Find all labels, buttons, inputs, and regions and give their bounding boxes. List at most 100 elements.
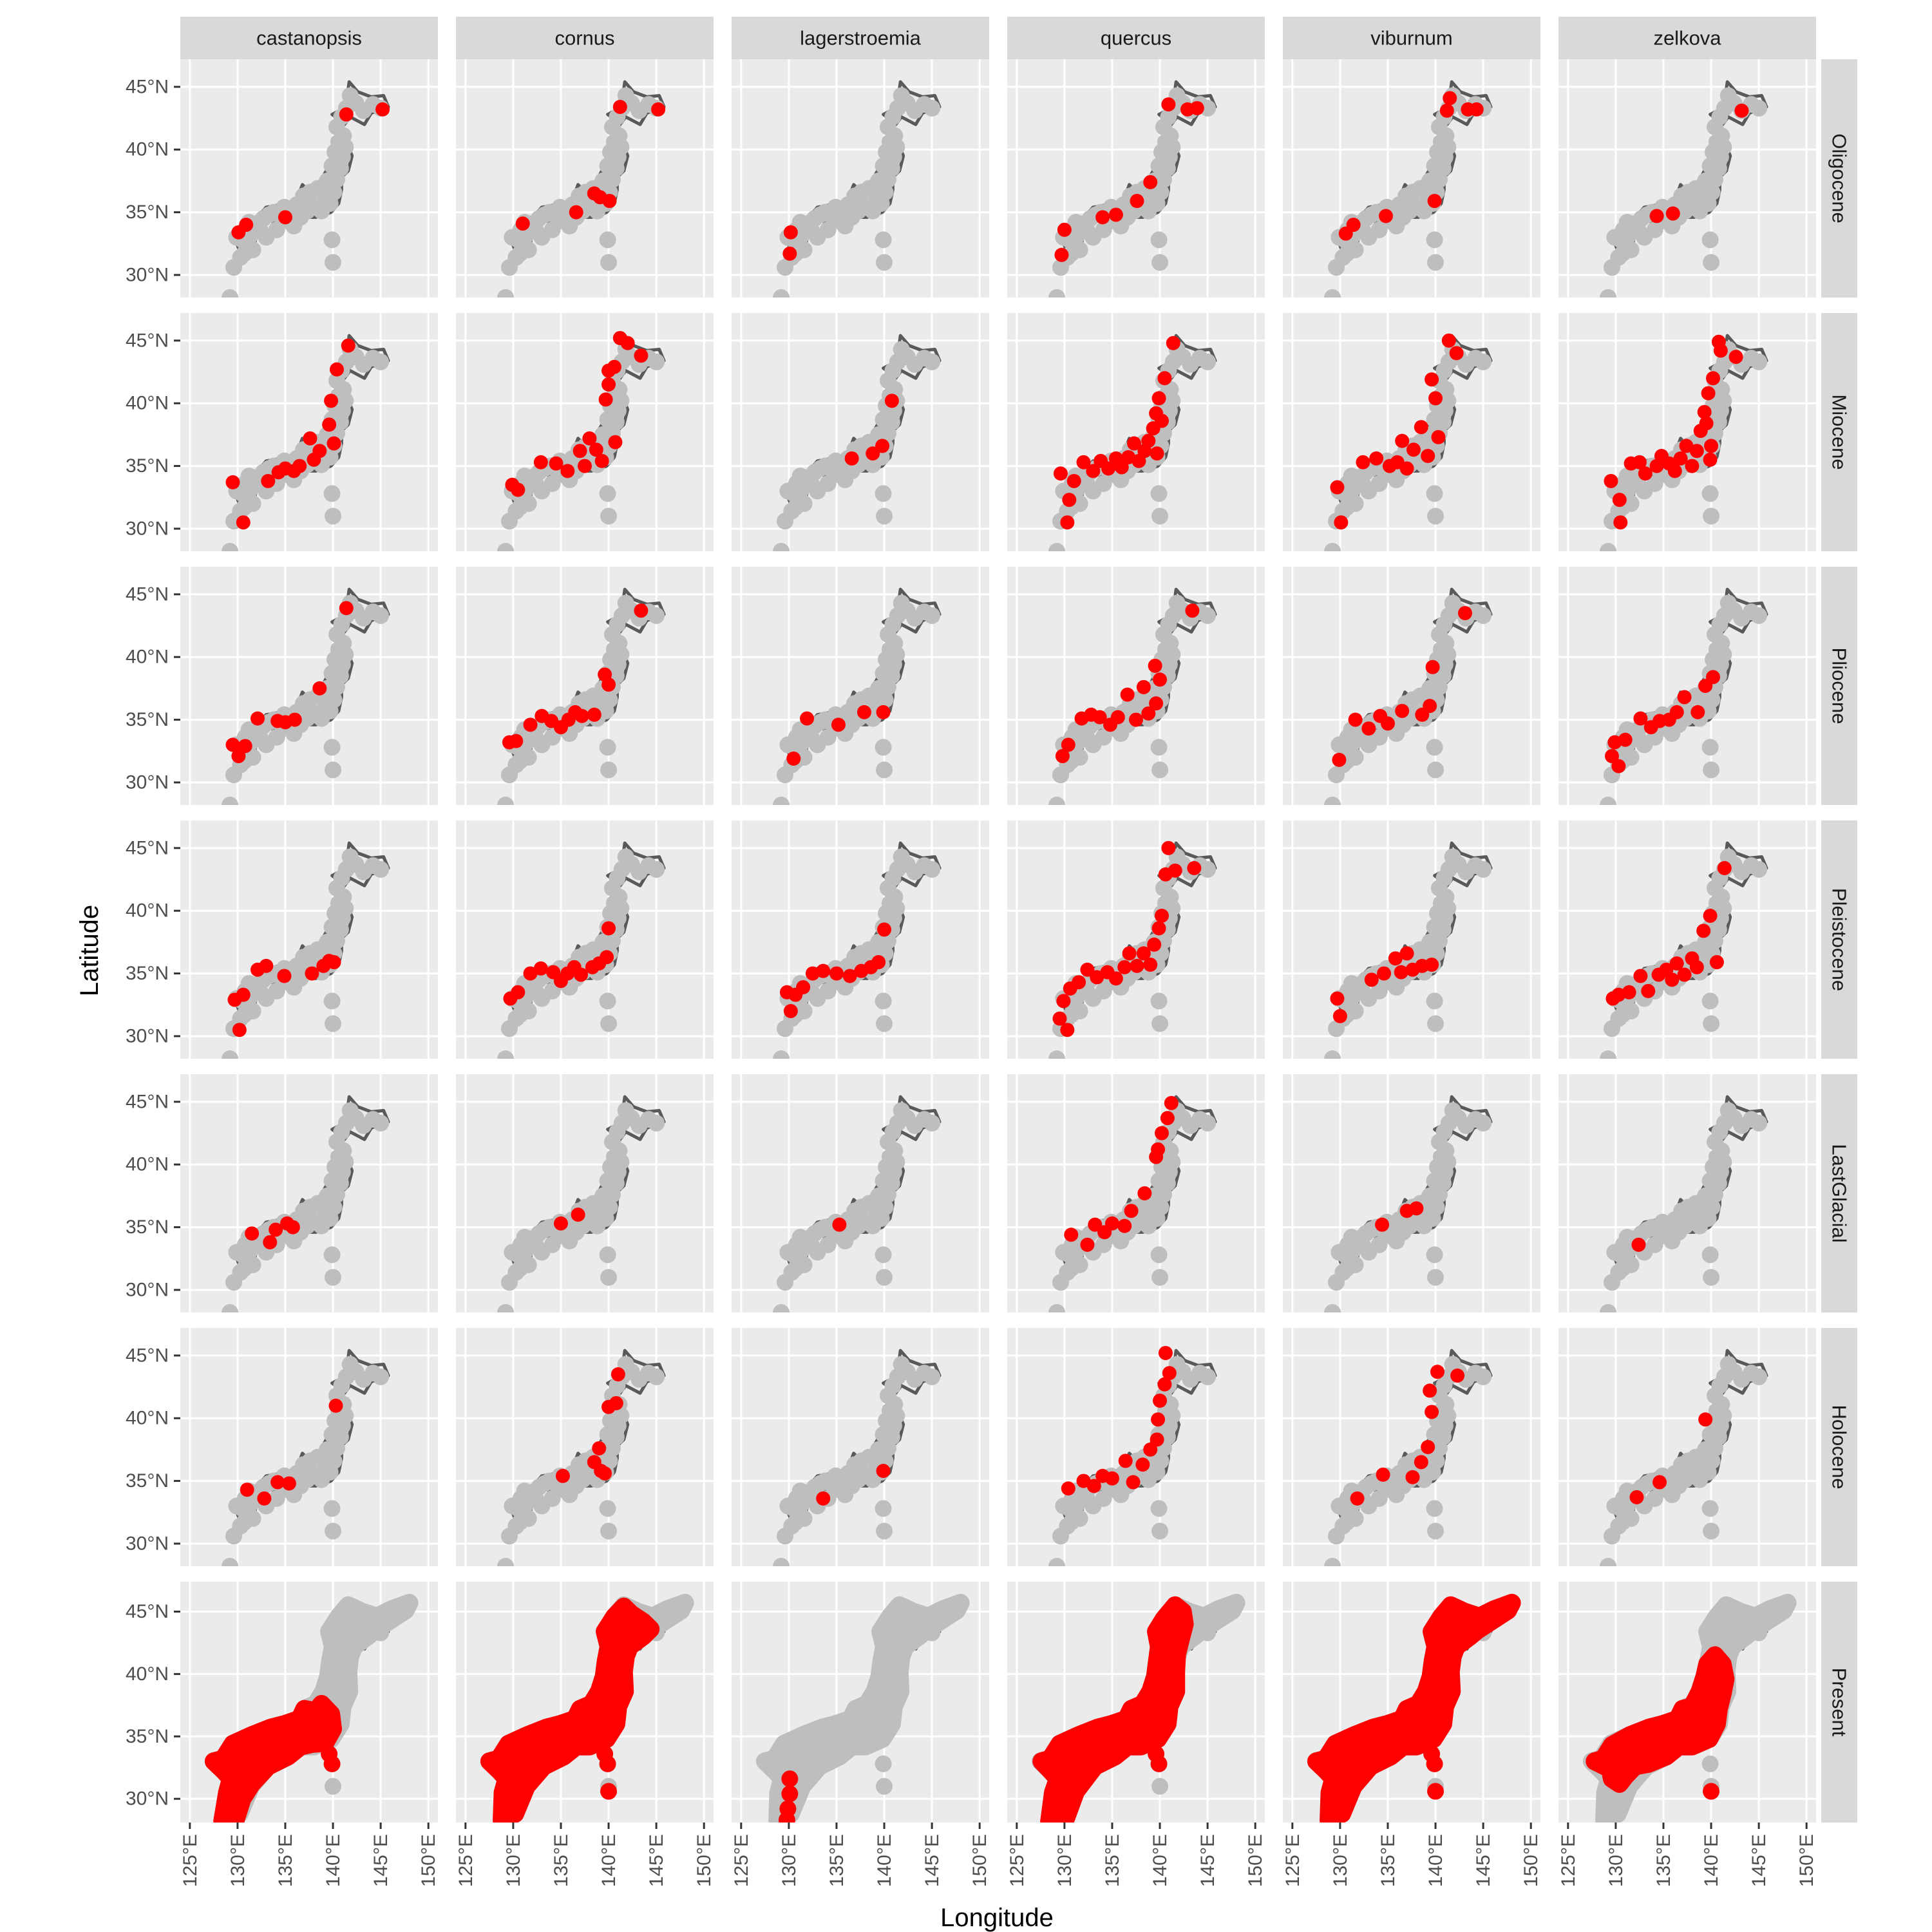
fossil-site <box>1406 442 1421 457</box>
background-site <box>1095 982 1112 999</box>
fossil-site <box>573 444 587 459</box>
x-tick-label: 150°E <box>418 1834 439 1887</box>
background-site <box>601 1452 618 1470</box>
panel-quercus-holocene <box>1007 1328 1265 1566</box>
present-site <box>781 1770 799 1788</box>
background-site <box>1324 1050 1341 1059</box>
present-site <box>596 1745 614 1763</box>
fossil-site <box>602 194 617 209</box>
x-tick-label: 145°E <box>1197 1834 1218 1887</box>
background-site <box>1370 475 1388 492</box>
panel-zelkova-miocene <box>1558 313 1816 551</box>
background-site <box>1703 184 1721 201</box>
row-strip-background <box>1821 567 1857 805</box>
y-tick-label: 45°N <box>126 1345 169 1366</box>
panel-background <box>456 1074 714 1312</box>
fossil-site <box>1633 711 1648 726</box>
fossil-site <box>1685 459 1700 473</box>
background-site <box>648 1114 665 1132</box>
background-site <box>795 495 813 512</box>
y-tick-label: 35°N <box>126 455 169 477</box>
background-site <box>325 1777 342 1795</box>
fossil-site <box>322 417 337 432</box>
background-site <box>1071 1256 1088 1273</box>
panel-background <box>1007 313 1265 551</box>
background-site <box>1048 1304 1066 1312</box>
background-site <box>1150 739 1168 756</box>
fossil-site <box>1164 1095 1179 1110</box>
background-site <box>1324 289 1341 298</box>
background-site <box>268 728 285 746</box>
background-site <box>773 1558 790 1566</box>
y-tick-label: 45°N <box>126 76 169 97</box>
background-site <box>1703 507 1720 525</box>
background-site <box>1071 749 1088 766</box>
fossil-site <box>1129 712 1143 727</box>
background-site <box>1347 749 1364 766</box>
background-site <box>1701 1246 1719 1264</box>
x-tick-label: 130°E <box>227 1834 249 1887</box>
panel-viburnum-pleistocene <box>1283 820 1540 1059</box>
fossil-site <box>1430 1365 1444 1379</box>
panel-background <box>732 567 989 805</box>
fossil-site <box>1161 840 1176 855</box>
background-site <box>325 1198 343 1216</box>
background-site <box>1199 99 1217 117</box>
background-site <box>1048 1558 1066 1566</box>
fossil-site <box>1088 1217 1103 1232</box>
background-site <box>1646 475 1663 492</box>
background-site <box>497 797 515 805</box>
row-strip-label-oligocene: Oligocene <box>1828 133 1851 223</box>
background-site <box>222 289 239 298</box>
panel-lagerstroemia-pliocene <box>732 567 989 805</box>
background-site <box>599 231 616 249</box>
background-site <box>601 691 618 708</box>
fossil-site <box>634 603 649 618</box>
fossil-site <box>1061 1481 1075 1496</box>
column-strip-background <box>1558 17 1816 59</box>
background-site <box>1324 797 1341 805</box>
fossil-site <box>831 717 846 732</box>
background-site <box>372 1368 390 1385</box>
panel-background <box>456 567 714 805</box>
fossil-site <box>842 969 857 983</box>
background-site <box>1427 507 1444 525</box>
background-site <box>1426 739 1443 756</box>
column-strip-background <box>1283 17 1540 59</box>
coastline <box>1595 1839 1599 1846</box>
fossil-site <box>236 987 251 1002</box>
background-site <box>323 1500 341 1517</box>
x-tick-label: 135°E <box>826 1834 848 1887</box>
background-site <box>876 507 893 525</box>
background-site <box>1370 1236 1388 1253</box>
background-site <box>876 1269 893 1286</box>
background-site <box>520 495 537 512</box>
panel-castanopsis-present <box>180 1582 438 1823</box>
fossil-site <box>1143 1442 1158 1457</box>
fossil-site <box>1130 194 1144 209</box>
background-site <box>923 1624 941 1642</box>
fossil-site <box>1076 455 1091 469</box>
fossil-site <box>1346 218 1361 232</box>
column-strip-label-lagerstroemia: lagerstroemia <box>800 27 922 50</box>
x-tick-label: 130°E <box>503 1834 524 1887</box>
fossil-site <box>1155 909 1169 923</box>
x-tick-label: 125°E <box>180 1834 201 1887</box>
fossil-site <box>269 1222 283 1237</box>
fossil-site <box>1092 710 1107 724</box>
fossil-site <box>1421 1440 1435 1454</box>
fossil-site <box>533 455 548 469</box>
background-site <box>819 982 837 999</box>
panel-viburnum-lastglacial <box>1283 1074 1540 1312</box>
background-site <box>1750 860 1768 878</box>
background-site <box>1475 353 1492 370</box>
background-site <box>1151 507 1169 525</box>
panel-background <box>1007 59 1265 298</box>
panel-background <box>180 820 438 1059</box>
fossil-site <box>1704 439 1719 453</box>
fossil-site <box>1120 687 1135 702</box>
background-site <box>923 99 941 117</box>
fossil-site <box>582 431 597 446</box>
background-site <box>323 1246 341 1264</box>
